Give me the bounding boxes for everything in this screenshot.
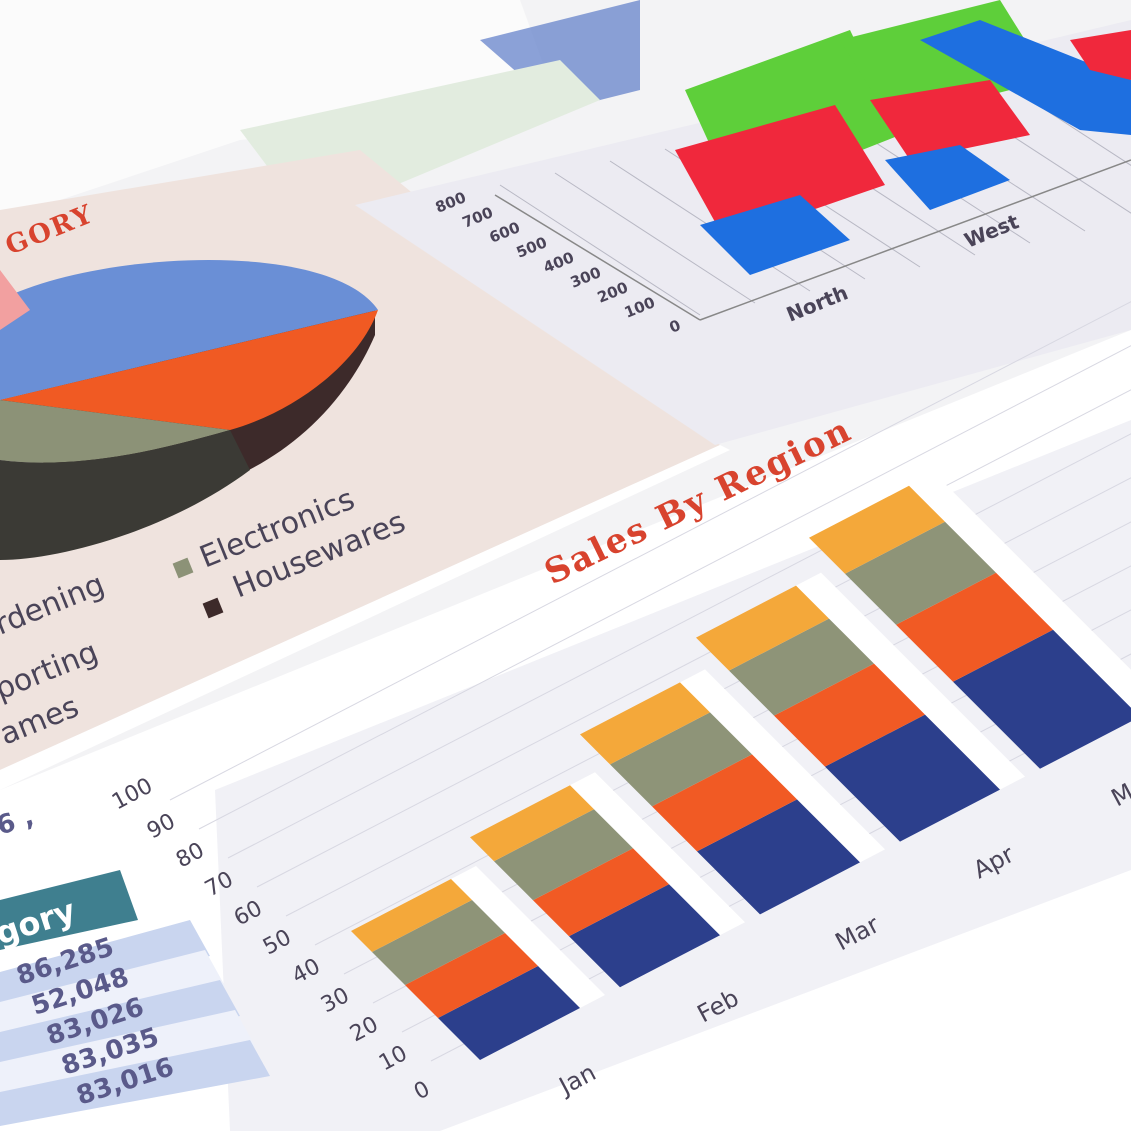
table-header-bg [0,870,138,950]
sales-bar-Feb-segment-3 [470,785,594,862]
bar3d-east-red [1070,30,1131,80]
sales-bar-Ma-segment-3 [809,485,945,574]
pie-edge-dark [0,430,250,560]
table-row-bg [0,950,225,1036]
top-blue-strip [480,0,640,110]
table-row-bg [0,920,210,1006]
sales-bar-Apr-segment-0 [825,714,1000,842]
sales-bar-gap [565,772,745,938]
table-row-bg [0,980,240,1066]
sales-grid-line [169,301,1131,801]
pie-slice-grey [0,400,230,463]
bar3d-west-red [870,80,1030,160]
sales-bar-Feb-segment-0 [569,884,720,988]
bar3d-east-blue [920,20,1131,135]
sales-bar-gap [675,669,885,866]
sales-bar-gap [904,472,1131,720]
sales-bar-Mar-segment-0 [697,799,860,915]
bar3d-axis [699,159,1131,321]
panel-divider [0,445,730,790]
bar3d-west-blue [885,145,1010,210]
bar3d-grid-line [554,172,756,304]
bar3d-north-red [675,105,885,240]
sales-bar-Feb-segment-2 [494,809,633,901]
bar3d-north-blue [700,195,850,275]
sales-bar-Jan-segment-3 [351,879,472,952]
sales-grid-line [198,345,1131,830]
sales-bar-Jan-segment-1 [405,933,538,1018]
top-left-sheet [0,0,560,220]
bar3d-grid-line [499,184,701,316]
sales-bar-Ma-segment-0 [953,629,1131,769]
sales-bar-gap [446,866,605,1011]
pie-slice-pink [0,270,30,330]
sales-bar-Feb-segment-1 [533,848,669,937]
sales-bar-gap [791,572,1025,793]
legend-swatch-housewares [202,597,224,619]
pie-slice-orange [0,310,378,430]
sales-bar-Jan-segment-0 [438,966,580,1060]
sales-bar-Apr-segment-1 [774,663,925,767]
sales-bar-Mar-segment-2 [610,712,752,807]
sales-bars [351,472,1131,1060]
sales-bar-Ma-segment-1 [896,572,1053,682]
sales-bar-Apr-segment-3 [696,585,829,671]
sales-bar-Mar-segment-3 [580,682,710,765]
bar3d-axis [494,194,701,321]
pie-slice-blue [0,260,378,400]
sales-bar-plane [351,472,1131,1060]
sales-bar-Jan-segment-2 [372,900,505,985]
legend-swatch-electronics [172,557,194,579]
sales-grid-line [227,389,1131,859]
sales-bar-Ma-segment-2 [845,521,996,625]
sales-bar-Mar-segment-1 [652,754,797,852]
table-row-bg [0,1040,270,1126]
pie-chart [0,260,378,560]
sales-bar-Apr-segment-2 [729,618,874,716]
table-row-bg [0,1010,255,1096]
bar3d-bars [675,0,1131,275]
